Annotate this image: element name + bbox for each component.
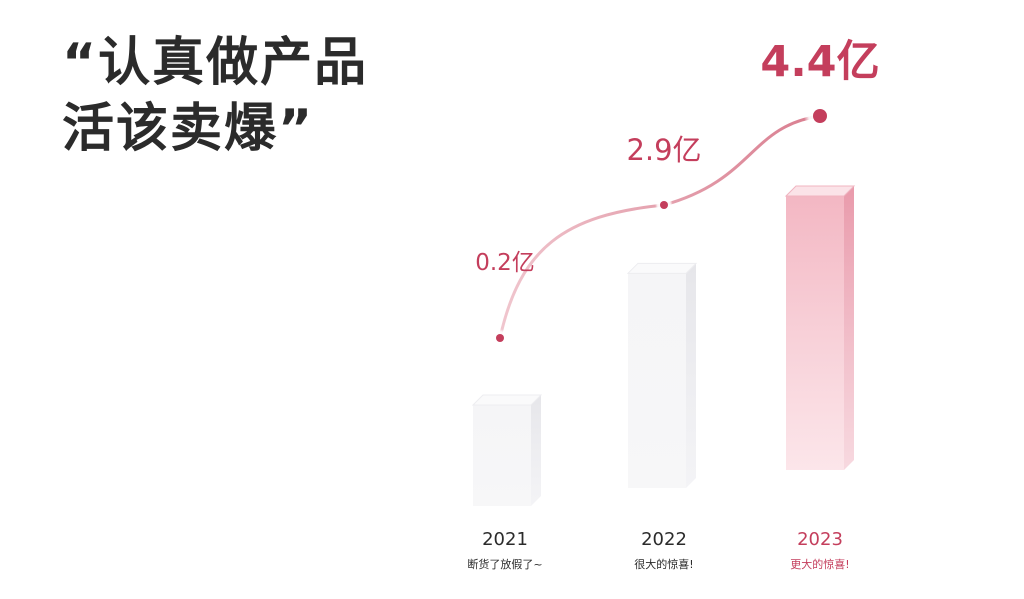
bar-side-face xyxy=(531,395,541,506)
bar-2022 xyxy=(626,262,698,488)
bar-2021 xyxy=(471,394,543,506)
year-label-2023: 2023 xyxy=(797,529,843,550)
year-label-2021: 2021 xyxy=(482,529,528,550)
bar-top-face xyxy=(626,262,698,274)
bar-front-face xyxy=(473,405,531,506)
year-label-2022: 2022 xyxy=(641,529,687,550)
caption-2023: 更大的惊喜! xyxy=(790,557,849,571)
bar-front-face xyxy=(786,196,844,470)
caption-2021: 断货了放假了~ xyxy=(467,557,542,571)
point-2022 xyxy=(660,201,668,209)
value-label-2021: 0.2亿 xyxy=(475,250,535,276)
bar-side-face xyxy=(686,263,696,488)
point-2023 xyxy=(813,109,827,123)
headline-line-2: 活该卖爆” xyxy=(62,99,315,159)
bar-top-face xyxy=(784,185,856,197)
headline: “认真做产品 活该卖爆” xyxy=(62,30,368,162)
value-label-2022: 2.9亿 xyxy=(626,133,701,167)
caption-2022: 很大的惊喜! xyxy=(634,557,693,571)
bar-top-face xyxy=(471,394,543,406)
point-2021 xyxy=(496,334,504,342)
value-label-2023: 4.4亿 xyxy=(760,37,879,87)
headline-line-1: “认真做产品 xyxy=(62,33,369,93)
bar-2023 xyxy=(784,185,856,470)
bar-side-face xyxy=(844,186,854,470)
bar-front-face xyxy=(628,273,686,488)
